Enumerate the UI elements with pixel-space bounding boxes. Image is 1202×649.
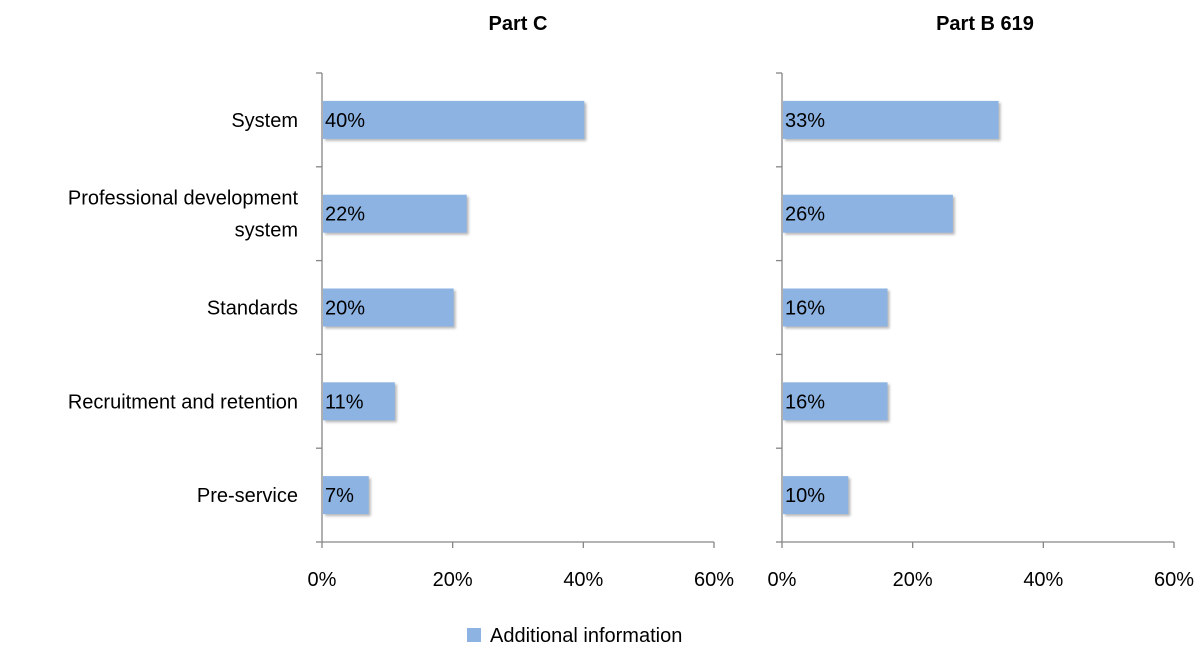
bar bbox=[783, 382, 888, 421]
x-tick-label: 20% bbox=[433, 569, 473, 591]
bar bbox=[323, 382, 395, 421]
bar bbox=[323, 476, 369, 515]
category-label: Pre-service bbox=[197, 485, 298, 507]
legend-swatch bbox=[467, 628, 481, 642]
x-tick-label: 40% bbox=[563, 569, 603, 591]
bar bbox=[323, 288, 454, 327]
bar bbox=[783, 100, 999, 139]
bar bbox=[783, 476, 849, 515]
x-tick-label: 0% bbox=[768, 569, 797, 591]
bar bbox=[783, 288, 888, 327]
category-label: Professional development system bbox=[68, 188, 299, 242]
data-label: 20% bbox=[325, 298, 365, 320]
panel-part-b-619: 0% 20% 40% 60% 33% 26% 16% 16% 10% bbox=[768, 72, 1194, 591]
data-label: 7% bbox=[325, 485, 354, 507]
data-label: 11% bbox=[325, 391, 364, 413]
x-tick-label: 20% bbox=[893, 569, 933, 591]
chart-title-part-c: Part C bbox=[489, 13, 548, 35]
category-label: Standards bbox=[207, 298, 298, 320]
data-label: 40% bbox=[325, 110, 365, 132]
bar bbox=[323, 194, 467, 233]
data-label: 33% bbox=[785, 110, 825, 132]
legend-label: Additional information bbox=[490, 625, 682, 647]
panel-part-c: 0% 20% 40% 60% 40% 22% 20% 11% 7% bbox=[308, 72, 734, 591]
data-label: 26% bbox=[785, 204, 825, 226]
data-label: 22% bbox=[325, 204, 365, 226]
bar bbox=[783, 194, 953, 233]
data-label: 10% bbox=[785, 485, 825, 507]
bar bbox=[323, 100, 585, 139]
x-tick-label: 0% bbox=[308, 569, 337, 591]
category-labels: System Professional development system Stan… bbox=[68, 110, 299, 507]
data-label: 16% bbox=[785, 298, 825, 320]
x-tick-label: 60% bbox=[694, 569, 734, 591]
chart-title-part-b-619: Part B 619 bbox=[936, 13, 1034, 35]
x-tick-label: 60% bbox=[1154, 569, 1194, 591]
category-label: Recruitment and retention bbox=[68, 391, 298, 413]
x-tick-label: 40% bbox=[1023, 569, 1063, 591]
data-label: 16% bbox=[785, 391, 825, 413]
category-label: System bbox=[231, 110, 298, 132]
legend: Additional information bbox=[467, 625, 682, 647]
